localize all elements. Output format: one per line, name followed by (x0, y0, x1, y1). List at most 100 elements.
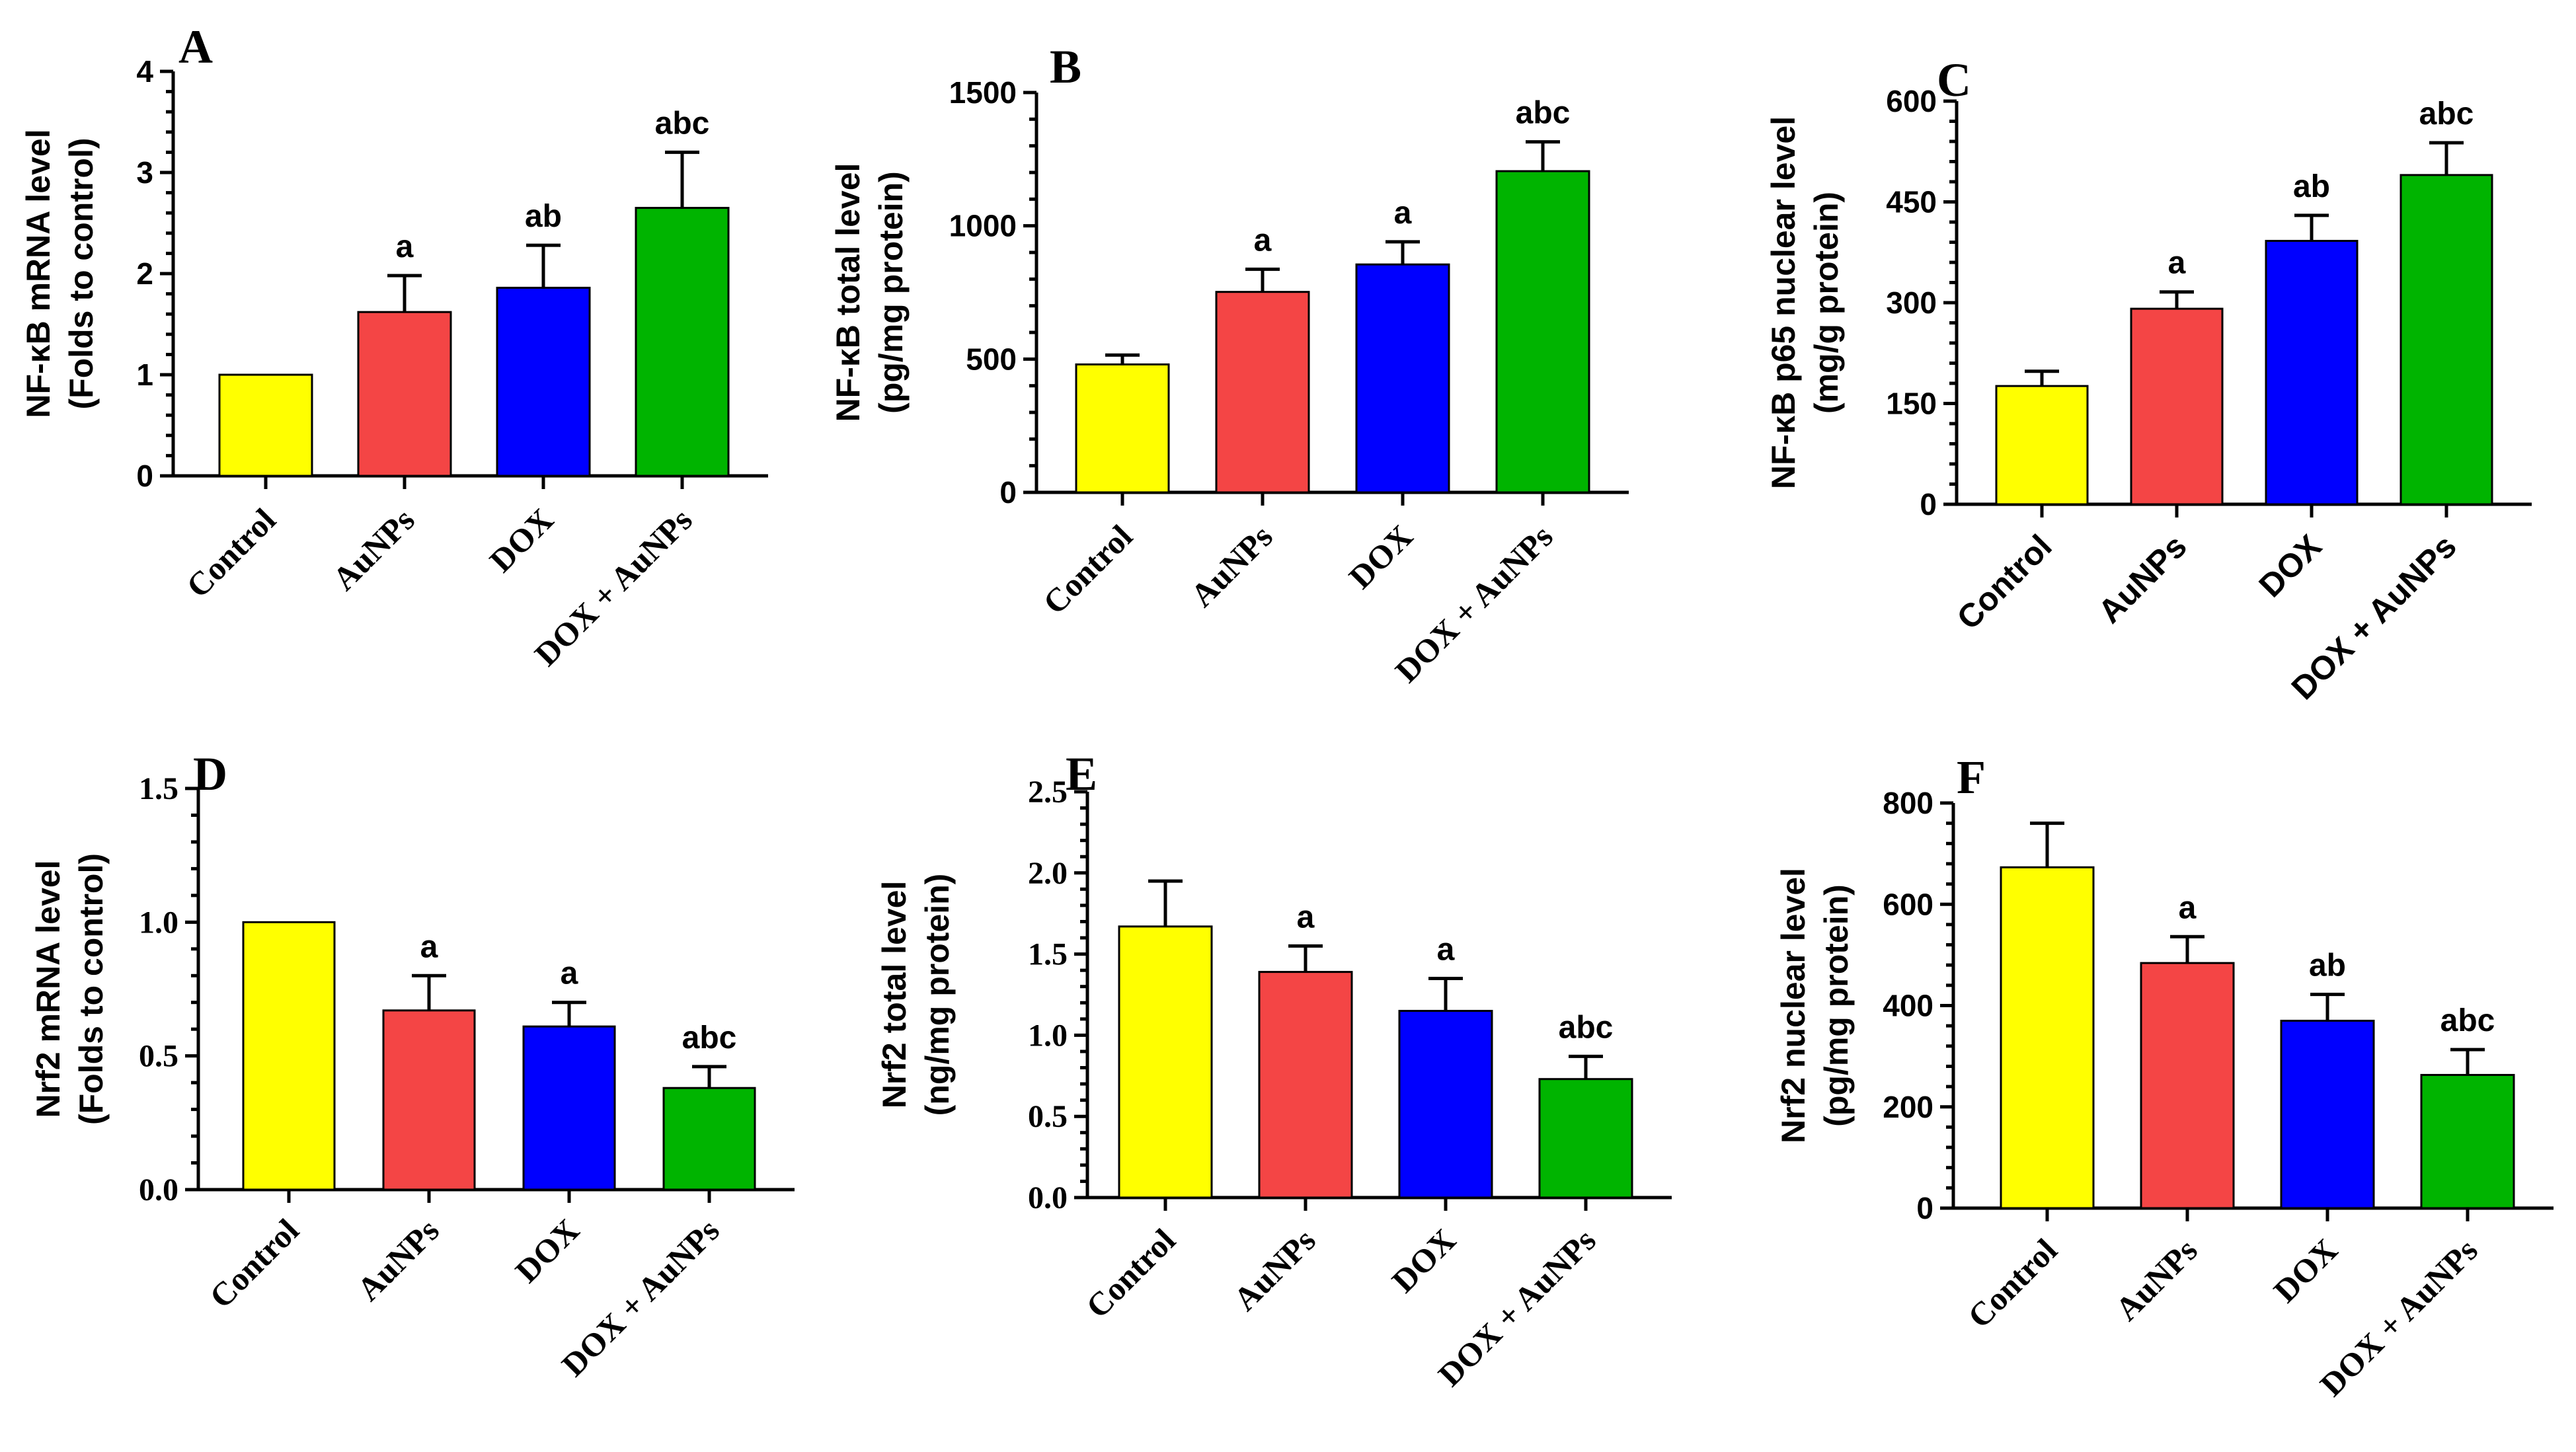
y-tick-label: 0.0 (1028, 1180, 1068, 1215)
bar-aunps (2140, 962, 2235, 1209)
significance-label: a (1297, 899, 1315, 935)
bar-dox-aunps (635, 207, 730, 477)
significance-label: a (1254, 223, 1272, 258)
significance-label: a (1437, 932, 1455, 967)
y-axis-label: NF-κB total level (830, 163, 867, 422)
x-tick-label: Control (179, 501, 283, 605)
y-tick-label: 4 (136, 54, 153, 89)
y-tick-label: 450 (1886, 185, 1937, 219)
y-axis-label: NF-κB p65 nuclear level (1765, 116, 1802, 489)
bar-dox (522, 1025, 616, 1191)
significance-label: a (1394, 196, 1412, 231)
y-tick-label: 1 (136, 358, 153, 392)
y-tick-label: 0 (136, 459, 153, 493)
x-tick-label: AuNPs (2091, 527, 2194, 630)
x-tick-label: Control (1961, 1231, 2064, 1335)
panel-letter: F (1957, 751, 1986, 804)
bar-dox-aunps (2420, 1073, 2515, 1209)
panel-letter: B (1050, 40, 1081, 93)
bar-control (1995, 385, 2089, 506)
significance-label: abc (1516, 96, 1571, 131)
y-axis-label: (mg/g protein) (1808, 192, 1845, 414)
significance-label: a (2168, 246, 2186, 281)
significance-label: a (561, 956, 578, 991)
bar-aunps (1215, 291, 1310, 494)
y-tick-label: 1.5 (1028, 937, 1068, 972)
bar-aunps (357, 311, 452, 477)
x-tick-label: DOX (508, 1211, 586, 1289)
y-tick-label: 0.5 (1028, 1099, 1068, 1134)
bar-dox-aunps (2400, 174, 2493, 506)
y-axis-label: (pg/mg protein) (873, 171, 910, 414)
y-tick-label: 400 (1883, 989, 1933, 1023)
y-tick-label: 200 (1883, 1090, 1933, 1124)
significance-label: ab (525, 199, 562, 234)
bar-dox (2280, 1019, 2375, 1209)
y-tick-label: 600 (1886, 84, 1937, 118)
y-tick-label: 0.0 (139, 1172, 178, 1207)
y-tick-label: 300 (1886, 286, 1937, 320)
chart-panel-c: C 0 150 300 450 600 NF-κB p65 nuclear level (mg… (1765, 54, 2532, 707)
y-tick-label: 2.5 (1028, 775, 1068, 810)
bar-aunps (1258, 971, 1353, 1199)
x-tick-label: Control (1079, 1221, 1183, 1325)
y-tick-label: 2.0 (1028, 856, 1068, 891)
significance-label: abc (2440, 1003, 2495, 1038)
bar-dox (2265, 239, 2359, 506)
x-tick-label: DOX (1342, 517, 1420, 595)
x-tick-label: AuNPs (2108, 1231, 2205, 1328)
y-tick-label: 0.5 (139, 1039, 178, 1074)
y-tick-label: 150 (1886, 387, 1937, 421)
bar-dox (496, 286, 591, 477)
x-tick-label: Control (202, 1211, 306, 1315)
x-tick-label: DOX (483, 501, 561, 579)
x-tick-label: Control (1950, 527, 2059, 636)
significance-label: ab (2309, 948, 2346, 983)
significance-label: a (2179, 890, 2197, 925)
x-tick-label: DOX (2252, 527, 2329, 604)
x-tick-label: DOX (1385, 1221, 1463, 1299)
bar-dox-aunps (662, 1087, 756, 1191)
y-axis-label: (Folds to control) (73, 853, 110, 1125)
chart-panel-b: B 0 500 1000 1500 NF-κB total level (pg/mg pro… (830, 40, 1629, 689)
y-tick-label: 1.0 (139, 905, 178, 940)
significance-label: abc (1559, 1010, 1614, 1045)
bar-dox-aunps (1538, 1078, 1633, 1199)
y-tick-label: 1000 (949, 209, 1017, 243)
x-tick-label: AuNPs (1183, 517, 1280, 614)
y-axis-label: Nrf2 mRNA level (30, 860, 67, 1118)
significance-label: abc (655, 106, 710, 141)
significance-label: a (420, 929, 438, 964)
y-axis-label: (pg/mg protein) (1818, 884, 1855, 1127)
bar-aunps (382, 1009, 476, 1191)
y-axis-label: NF-κB mRNA level (20, 129, 57, 418)
x-tick-label: AuNPs (350, 1211, 446, 1308)
y-tick-label: 1500 (949, 75, 1017, 110)
significance-label: abc (682, 1020, 737, 1055)
panel-letter: A (178, 20, 213, 73)
y-axis-label: (Folds to control) (63, 137, 100, 409)
y-tick-label: 1.5 (139, 771, 178, 806)
chart-panel-f: F 0 200 400 600 800 Nrf2 nuclear level (pg/mg p… (1775, 751, 2554, 1403)
bar-control (1075, 363, 1170, 494)
chart-panel-a: A 0 1 2 3 4 NF-κB mRNA level (Folds to control)… (20, 20, 768, 673)
y-tick-label: 600 (1883, 887, 1933, 921)
significance-label: abc (2419, 96, 2474, 132)
significance-label: ab (2293, 169, 2330, 204)
y-tick-label: 1.0 (1028, 1018, 1068, 1053)
y-axis-label: Nrf2 nuclear level (1775, 868, 1812, 1143)
bar-dox (1355, 263, 1450, 494)
bar-control (242, 921, 336, 1191)
y-tick-label: 2 (136, 256, 153, 291)
bar-dox (1398, 1010, 1493, 1199)
significance-label: a (396, 229, 414, 264)
x-tick-label: AuNPs (325, 501, 422, 597)
bar-control (1118, 925, 1213, 1199)
y-tick-label: 3 (136, 155, 153, 190)
y-tick-label: 0 (1916, 1191, 1933, 1225)
x-tick-label: DOX (2267, 1231, 2345, 1309)
bar-dox-aunps (1495, 170, 1590, 494)
